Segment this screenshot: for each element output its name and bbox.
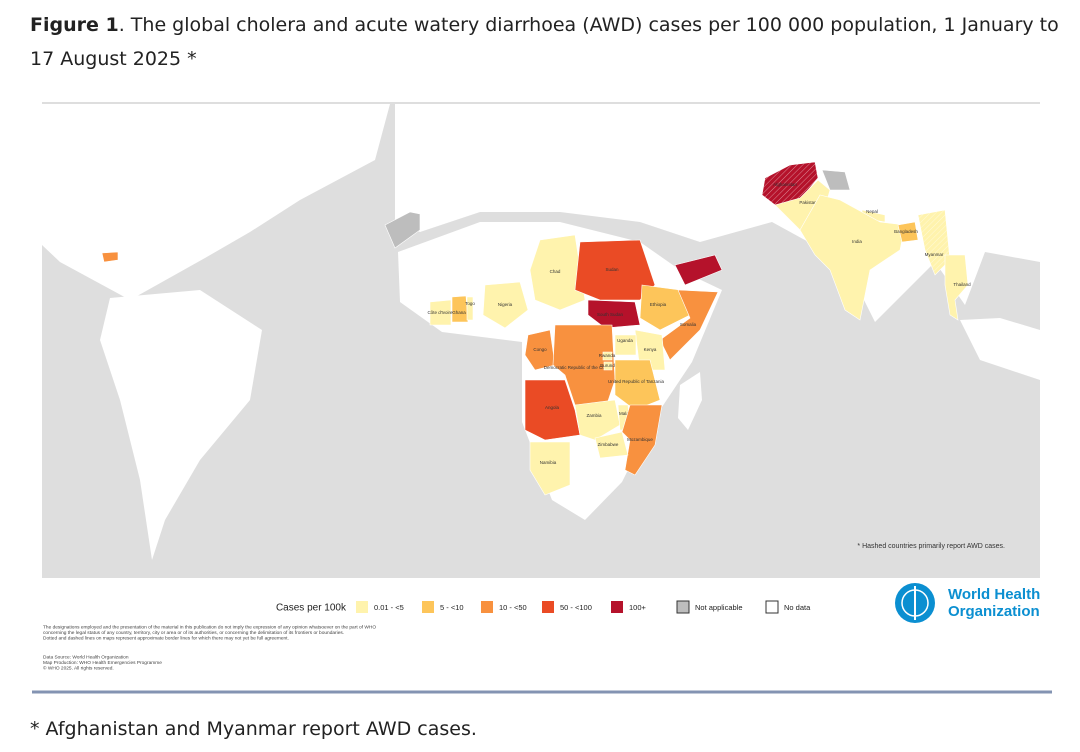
hatch bbox=[918, 210, 950, 275]
country-label: Ghana bbox=[452, 310, 466, 315]
country bbox=[587, 299, 641, 329]
legend-label: No data bbox=[784, 603, 811, 612]
country-label: Nigeria bbox=[498, 302, 513, 307]
country bbox=[944, 254, 969, 321]
country bbox=[594, 431, 629, 459]
legend-label: 50 - <100 bbox=[560, 603, 592, 612]
country-label: Democratic Republic of the Congo bbox=[544, 365, 613, 370]
country bbox=[821, 169, 851, 191]
country bbox=[674, 254, 723, 286]
country bbox=[451, 295, 469, 323]
legend-title: Cases per 100k bbox=[276, 603, 347, 614]
legend-swatch bbox=[481, 601, 493, 613]
country-label: Nepal bbox=[866, 209, 878, 214]
country bbox=[602, 351, 613, 361]
disclaimer-line: The designations employed and the presen… bbox=[43, 624, 376, 630]
country-label: Rwanda bbox=[599, 353, 616, 358]
legend-swatch bbox=[542, 601, 554, 613]
country bbox=[639, 284, 691, 331]
country bbox=[384, 211, 421, 249]
country-label: Mozambique bbox=[627, 437, 653, 442]
caption-label: Figure 1 bbox=[30, 14, 119, 36]
country bbox=[482, 281, 529, 329]
caption-text: . The global cholera and acute watery di… bbox=[30, 14, 1059, 70]
source-line: © WHO 2025. All rights reserved. bbox=[43, 664, 114, 671]
country-label: South Sudan bbox=[597, 312, 624, 317]
country-label: Côte d'Ivoire bbox=[427, 310, 453, 315]
logo-text: World Health bbox=[948, 586, 1040, 603]
country bbox=[897, 221, 919, 243]
source-line: Map Production: WHO Health Emergencies P… bbox=[43, 660, 162, 666]
caption: Figure 1. The global cholera and acute w… bbox=[30, 8, 1070, 76]
country-label: Burundi bbox=[600, 363, 616, 368]
country-label: Kenya bbox=[644, 347, 657, 352]
legend-label: Not applicable bbox=[695, 603, 743, 612]
country bbox=[101, 251, 119, 263]
country-label: Togo bbox=[465, 301, 475, 306]
country-label: Chad bbox=[550, 269, 561, 274]
country bbox=[529, 234, 586, 311]
country bbox=[466, 296, 474, 321]
logo-text: Organization bbox=[948, 603, 1040, 620]
country-label: Ethiopia bbox=[650, 302, 667, 307]
legend-swatch bbox=[422, 601, 434, 613]
who-emblem bbox=[895, 583, 935, 623]
country bbox=[603, 361, 613, 371]
map-note: * Hashed countries primarily report AWD … bbox=[857, 543, 1005, 550]
country bbox=[429, 299, 452, 326]
legend-label: 10 - <50 bbox=[499, 603, 527, 612]
country-label: United Republic of Tanzania bbox=[608, 379, 664, 384]
country-label: Congo bbox=[533, 347, 547, 352]
legend-label: 0.01 - <5 bbox=[374, 603, 404, 612]
country-label: Pakistan bbox=[799, 200, 817, 205]
country-label: Myanmar bbox=[925, 252, 944, 257]
country bbox=[799, 194, 906, 321]
country-label: Malawi bbox=[619, 411, 633, 416]
country-label: Uganda bbox=[617, 338, 633, 343]
country-label: Zambia bbox=[586, 413, 602, 418]
source-line: Data Source: World Health Organization bbox=[43, 654, 129, 660]
country-label: Somalia bbox=[680, 322, 697, 327]
disclaimer-line: Dotted and dashed lines on maps represen… bbox=[43, 635, 289, 641]
country bbox=[529, 441, 571, 496]
legend-swatch bbox=[765, 600, 779, 614]
legend-swatch bbox=[356, 601, 368, 613]
country-label: Afghanistan bbox=[773, 182, 797, 187]
country bbox=[614, 334, 637, 356]
country bbox=[574, 399, 621, 441]
country-label: Angola bbox=[545, 405, 560, 410]
footnote: * Afghanistan and Myanmar report AWD cas… bbox=[30, 718, 477, 740]
country-label: Thailand bbox=[953, 282, 971, 287]
disclaimer-line: concerning the legal status of any count… bbox=[43, 630, 344, 636]
legend-label: 5 - <10 bbox=[440, 603, 464, 612]
country bbox=[574, 239, 656, 301]
country bbox=[524, 329, 556, 371]
country-label: Namibia bbox=[540, 460, 557, 465]
country-label: Bangladesh bbox=[894, 229, 918, 234]
legend-label: 100+ bbox=[629, 603, 647, 612]
country bbox=[659, 289, 719, 361]
country-label: Sudan bbox=[605, 267, 619, 272]
country-label: Zimbabwe bbox=[598, 442, 619, 447]
legend-swatch bbox=[676, 600, 690, 614]
country bbox=[621, 404, 663, 476]
country-label: India bbox=[852, 239, 862, 244]
map: Chad Sudan South Sudan Ethiopia Somalia Kenya… bbox=[32, 102, 1052, 694]
legend-swatch bbox=[611, 601, 623, 613]
